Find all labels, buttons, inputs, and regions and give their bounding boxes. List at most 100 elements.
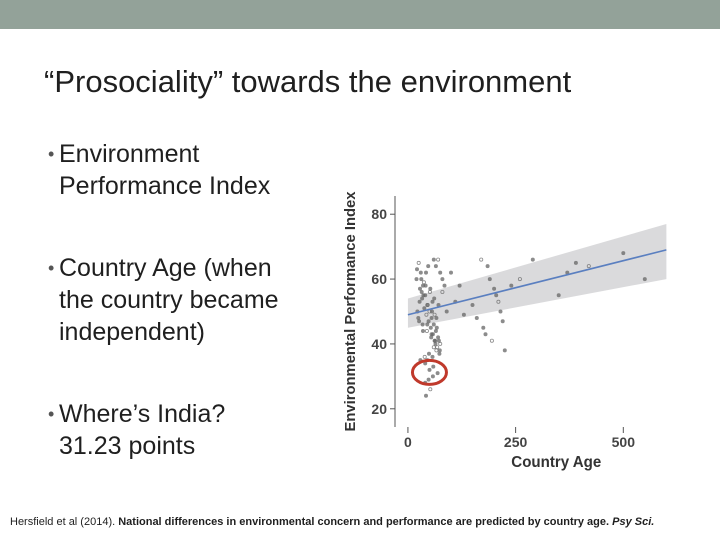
bullet-dot-icon: • xyxy=(48,258,55,278)
y-tick-label: 40 xyxy=(371,336,387,352)
data-point xyxy=(434,348,439,353)
data-point xyxy=(417,319,422,324)
data-point xyxy=(573,260,578,265)
data-point xyxy=(530,257,535,262)
data-point xyxy=(420,296,425,301)
data-point xyxy=(424,393,429,398)
trend-line xyxy=(407,249,667,316)
data-point xyxy=(502,348,507,353)
data-point xyxy=(431,364,436,369)
top-accent-bar xyxy=(0,0,720,29)
citation-authors: Hersfield et al (2014). xyxy=(10,516,119,528)
data-point xyxy=(483,332,488,337)
x-tick-label: 250 xyxy=(504,434,528,450)
data-point xyxy=(492,286,497,291)
scatter-chart: 20 40 60 80 0 250 500 Country Age Environmental … xyxy=(342,191,667,471)
data-point xyxy=(449,270,454,275)
data-point xyxy=(424,270,429,275)
data-point xyxy=(430,309,435,314)
india-highlight-circle xyxy=(410,358,448,386)
data-point xyxy=(418,286,423,291)
data-point xyxy=(431,322,436,327)
data-point xyxy=(424,328,429,333)
data-point xyxy=(474,316,479,321)
data-point xyxy=(430,354,435,359)
data-point xyxy=(435,371,440,376)
data-point xyxy=(500,319,505,324)
y-tick-label: 60 xyxy=(371,271,387,287)
y-tick-label: 20 xyxy=(371,401,387,417)
citation-article: National differences in environmental co… xyxy=(118,516,613,528)
bullet-country-age: • Country Age (when the country became i… xyxy=(48,252,279,348)
data-point xyxy=(431,345,436,350)
x-tick-label: 0 xyxy=(404,434,412,450)
data-point xyxy=(621,251,626,256)
data-point xyxy=(433,328,438,333)
data-point xyxy=(440,290,445,295)
data-point xyxy=(498,309,503,314)
data-point xyxy=(420,322,425,327)
data-point xyxy=(428,325,433,330)
data-point xyxy=(435,345,440,350)
bullet-text: Country Age (when the country became ind… xyxy=(59,254,279,346)
data-point xyxy=(430,299,435,304)
data-point xyxy=(494,293,499,298)
data-point xyxy=(444,309,449,314)
data-point xyxy=(442,283,447,288)
data-point xyxy=(426,264,431,269)
data-point xyxy=(438,270,443,275)
data-point xyxy=(433,264,438,269)
data-point xyxy=(427,367,432,372)
confidence-band xyxy=(407,223,667,328)
data-point xyxy=(436,335,441,340)
data-point xyxy=(457,283,462,288)
data-point xyxy=(429,332,434,337)
bullet-india: • Where’s India? 31.23 points xyxy=(48,398,225,462)
data-point xyxy=(642,277,647,282)
data-point xyxy=(423,283,428,288)
data-point xyxy=(496,299,501,304)
data-point xyxy=(517,277,522,282)
data-point xyxy=(470,303,475,308)
data-point xyxy=(479,257,484,262)
data-point xyxy=(437,351,442,356)
y-axis-label: Environmental Performance Index xyxy=(342,191,359,432)
data-point xyxy=(556,293,561,298)
y-tick-label: 80 xyxy=(371,206,387,222)
data-point xyxy=(485,264,490,269)
data-point xyxy=(417,299,422,304)
data-point xyxy=(414,277,419,282)
data-point xyxy=(426,377,431,382)
data-point xyxy=(421,293,426,298)
data-point xyxy=(429,335,434,340)
bullet-text: Where’s India? 31.23 points xyxy=(59,400,226,460)
data-point xyxy=(422,306,427,311)
data-point xyxy=(427,351,432,356)
data-point xyxy=(436,257,441,262)
bullet-text: Environment Performance Index xyxy=(59,140,271,200)
bullet-epi: • Environment Performance Index xyxy=(48,138,270,202)
data-point xyxy=(418,270,423,275)
citation-journal: Psy Sci. xyxy=(612,516,655,528)
data-point xyxy=(421,328,426,333)
data-point xyxy=(489,338,494,343)
x-axis-label: Country Age xyxy=(511,454,601,471)
data-point xyxy=(426,319,431,324)
data-point xyxy=(424,312,429,317)
x-tick-label: 500 xyxy=(612,434,636,450)
citation: Hersfield et al (2014). National differe… xyxy=(10,516,654,528)
data-point xyxy=(461,312,466,317)
data-point xyxy=(416,316,421,321)
data-point xyxy=(422,354,427,359)
slide-title: “Prosociality” towards the environment xyxy=(44,64,572,99)
data-point xyxy=(432,312,437,317)
data-point xyxy=(432,338,437,343)
data-point xyxy=(429,316,434,321)
data-point xyxy=(419,290,424,295)
data-point xyxy=(416,260,421,265)
data-point xyxy=(431,257,436,262)
data-point xyxy=(440,277,445,282)
data-point xyxy=(487,277,492,282)
data-point xyxy=(434,325,439,330)
data-point xyxy=(509,283,514,288)
